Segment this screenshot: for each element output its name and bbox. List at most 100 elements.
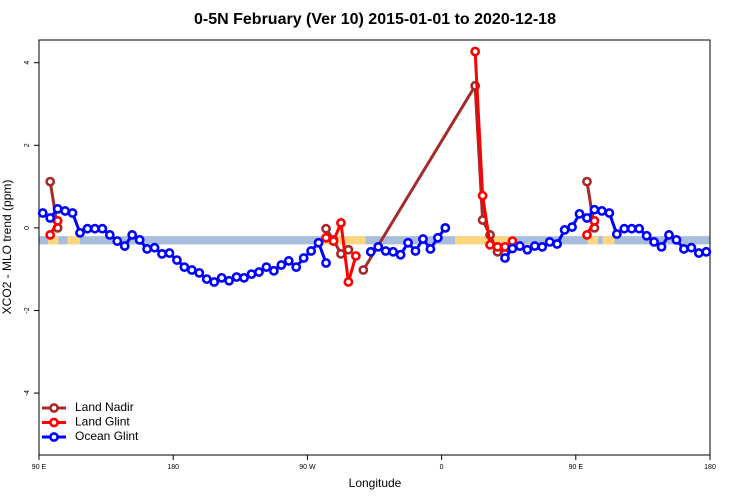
series-point (403, 237, 413, 248)
series-point (656, 241, 667, 252)
series-point (410, 246, 421, 256)
series-point (589, 215, 600, 226)
series-point (500, 253, 510, 263)
land-band (455, 236, 515, 245)
series-point (231, 272, 242, 282)
series-point (582, 230, 592, 240)
series-point (134, 234, 145, 245)
series-point (149, 242, 160, 253)
series-point (328, 236, 339, 246)
series-point (425, 244, 436, 254)
series-point (589, 204, 600, 215)
series-point (164, 248, 175, 258)
y-axis-label: XCO2 - MLO trend (ppm) (0, 180, 14, 315)
series-point (544, 237, 555, 247)
series-point (201, 274, 212, 284)
series-point (693, 248, 704, 258)
x-tick-label: 90 W (299, 464, 316, 471)
series-point (604, 208, 615, 218)
series-point (582, 213, 592, 223)
x-tick-label: 90 E (569, 464, 584, 471)
series-point (358, 265, 369, 275)
series-point (239, 272, 249, 283)
series-point (104, 230, 115, 240)
series-point (380, 246, 391, 256)
series-point (254, 267, 264, 277)
series-point (537, 241, 548, 252)
series-point (507, 243, 518, 254)
series-point (224, 275, 235, 286)
series-point (596, 206, 607, 216)
y-tick-label: 0 (24, 226, 31, 230)
series-point (582, 176, 592, 187)
series-point (388, 246, 399, 257)
series-point (395, 249, 406, 260)
series-point (321, 223, 331, 234)
legend-marker (49, 403, 59, 413)
series-point (142, 244, 153, 254)
series-point (306, 246, 317, 256)
land-band (47, 236, 59, 245)
series-point (298, 253, 309, 263)
series-point (52, 203, 63, 214)
series-point (119, 241, 130, 251)
series-point (246, 269, 257, 280)
series-point (477, 190, 488, 201)
plot-frame (38, 39, 711, 456)
series-point (649, 237, 659, 247)
series-point (552, 239, 563, 249)
series-point (45, 213, 56, 223)
series-point (90, 223, 100, 234)
land-band (602, 236, 615, 245)
series-point (432, 232, 443, 243)
x-tick-label: 0 (440, 464, 444, 471)
series-point (321, 232, 331, 243)
y-tick-label: -4 (24, 390, 31, 396)
series-point (679, 244, 689, 254)
series-point (634, 223, 645, 234)
series-point (418, 234, 428, 244)
y-tick-label: 4 (24, 61, 31, 65)
series-point (343, 277, 354, 287)
series-point (611, 229, 622, 239)
series-point (127, 230, 138, 240)
y-tick-label: 2 (24, 143, 31, 147)
series-point (514, 241, 525, 251)
series-point (216, 272, 227, 283)
series-point (336, 218, 346, 228)
series-point (671, 234, 682, 245)
series-point (686, 242, 697, 253)
series-point (365, 246, 376, 257)
legend-label: Land Nadir (75, 400, 134, 414)
series-point (522, 244, 533, 255)
series-point (373, 241, 384, 252)
series-point (313, 237, 324, 248)
series-point (157, 249, 167, 259)
series-point (574, 208, 585, 219)
series-point (492, 241, 503, 252)
series-point (350, 251, 361, 261)
series-point (641, 230, 652, 241)
series-point (664, 230, 674, 240)
series-point (507, 236, 518, 246)
x-axis-label: Longitude (349, 476, 402, 490)
series-point (194, 267, 205, 278)
land-band (67, 236, 81, 245)
series-point (321, 258, 331, 268)
series-point (529, 241, 540, 251)
x-tick-label: 90 E (32, 464, 47, 471)
series-point (619, 223, 630, 234)
series-point (45, 176, 56, 187)
series-point (75, 227, 85, 238)
legend-marker (49, 417, 59, 428)
series-point (283, 256, 294, 266)
series-point (291, 262, 302, 273)
series-point (500, 241, 510, 252)
ocean-band (39, 236, 710, 245)
legend-label: Ocean Glint (75, 429, 139, 443)
series-point (67, 208, 78, 218)
series-point (172, 255, 182, 265)
series-point (97, 223, 108, 234)
series-point (52, 215, 63, 226)
